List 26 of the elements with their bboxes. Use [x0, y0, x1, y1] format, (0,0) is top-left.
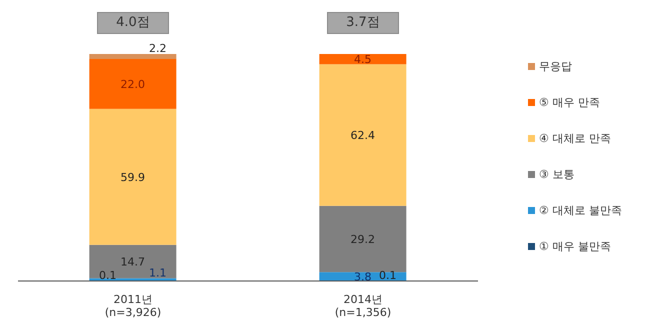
data-label: 59.9: [120, 170, 146, 184]
legend-label: ⑤ 매우 만족: [539, 94, 600, 110]
data-label: 2.2: [149, 42, 167, 55]
data-label: 3.8: [354, 270, 372, 284]
data-label: 14.7: [120, 256, 146, 269]
bar: [89, 108, 176, 245]
data-label: 4.5: [354, 53, 372, 66]
legend-label: ② 대체로 불만족: [539, 202, 622, 218]
bar: [89, 54, 176, 59]
data-label: 0.1: [379, 268, 397, 282]
bar: [319, 206, 406, 272]
legend-label: ③ 보통: [539, 166, 574, 182]
bar: [319, 64, 406, 206]
bar: [319, 54, 406, 64]
bar: [89, 244, 176, 278]
data-label: 29.2: [350, 233, 376, 246]
data-label: 1.1: [149, 266, 167, 280]
data-label: 22.0: [120, 78, 146, 91]
legend-label: ④ 대체로 만족: [539, 130, 611, 146]
x-tick-label: 2014년 (n=1,356): [334, 293, 392, 319]
legend-label: ① 매우 불만족: [539, 238, 611, 254]
x-tick-label: 2011년 (n=3,926): [104, 293, 162, 319]
legend-label: 무응답: [539, 58, 572, 74]
data-label: 0.1: [99, 268, 117, 282]
bar: [89, 58, 176, 109]
data-label: 62.4: [350, 129, 376, 142]
